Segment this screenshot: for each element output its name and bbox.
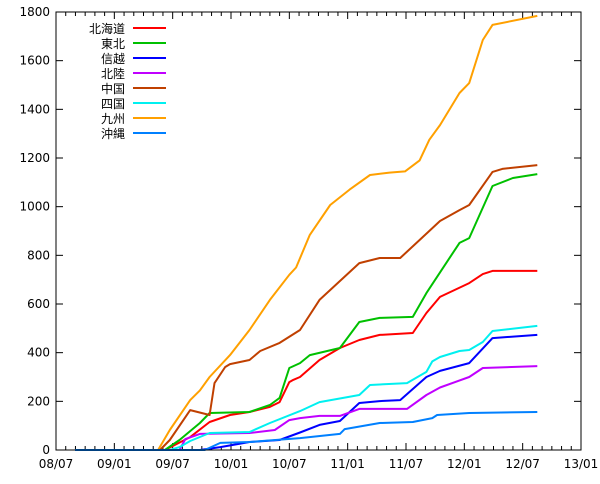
- x-tick-label: 11/01: [330, 457, 365, 471]
- series-line-4: [75, 164, 538, 451]
- y-tick-label: 1600: [19, 54, 50, 68]
- plot-frame: [55, 11, 582, 451]
- y-tick-label: 200: [27, 394, 50, 408]
- x-tick-label: 10/01: [214, 457, 249, 471]
- y-tick-label: 1400: [19, 102, 50, 116]
- x-tick-label: 09/01: [97, 457, 132, 471]
- legend-label: 北陸: [101, 67, 125, 81]
- y-tick-label: 600: [27, 297, 50, 311]
- series-line-5: [75, 324, 538, 451]
- legend-label: 信越: [101, 52, 125, 66]
- legend-label: 四国: [101, 97, 125, 111]
- x-tick-label: 08/07: [39, 457, 74, 471]
- series-lines: [75, 14, 538, 451]
- x-tick-label: 13/01: [564, 457, 599, 471]
- y-tick-label: 1800: [19, 5, 50, 19]
- y-tick-label: 400: [27, 346, 50, 360]
- series-line-0: [75, 269, 538, 451]
- legend-label: 中国: [101, 81, 125, 96]
- x-tick-label: 12/07: [505, 457, 540, 471]
- y-tick-label: 1000: [19, 200, 50, 214]
- legend-label: 東北: [101, 37, 125, 51]
- series-line-6: [75, 14, 538, 451]
- y-tick-label: 800: [27, 248, 50, 262]
- x-tick-label: 09/07: [155, 457, 190, 471]
- x-tick-label: 11/07: [389, 457, 424, 471]
- axes: 08/07 09/01 09/07 10/01 10/07 11/01 11/07 12/01…: [19, 5, 598, 471]
- y-tick-label: 0: [42, 443, 50, 457]
- series-line-7: [75, 411, 538, 451]
- x-tick-label: 10/07: [272, 457, 307, 471]
- legend-label: 沖縄: [101, 126, 125, 141]
- y-tick-label: 1200: [19, 151, 50, 165]
- legend-label: 九州: [101, 112, 125, 126]
- series-line-2: [75, 333, 538, 451]
- legend-label: 北海道: [89, 21, 125, 36]
- series-line-3: [75, 365, 538, 451]
- series-line-1: [75, 173, 538, 451]
- x-tick-label: 12/01: [447, 457, 482, 471]
